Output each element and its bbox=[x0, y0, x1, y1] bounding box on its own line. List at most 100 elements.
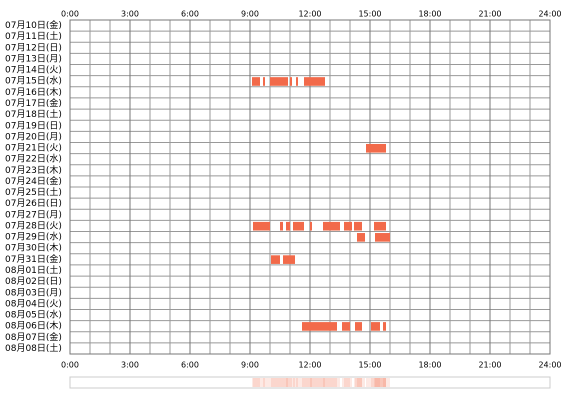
summary-block bbox=[323, 378, 340, 387]
summary-block bbox=[302, 378, 337, 387]
activity-block bbox=[355, 322, 362, 331]
x-tick-label: 15:00 bbox=[358, 10, 381, 19]
x-tick-label: 24:00 bbox=[538, 361, 561, 370]
x-tick-label: 24:00 bbox=[538, 10, 561, 19]
summary-block bbox=[366, 378, 386, 387]
row-label: 07月15日(水) bbox=[5, 75, 62, 87]
activity-block bbox=[383, 322, 386, 331]
summary-block bbox=[286, 378, 290, 387]
activity-block bbox=[296, 77, 298, 86]
row-label: 07月11日(土) bbox=[5, 30, 62, 42]
row-label: 08月06日(木) bbox=[5, 320, 62, 332]
x-tick-label: 18:00 bbox=[418, 361, 441, 370]
row-label: 07月13日(月) bbox=[5, 53, 62, 64]
activity-block bbox=[286, 221, 290, 231]
row-label: 07月12日(日) bbox=[5, 42, 62, 53]
row-label: 07月27日(月) bbox=[5, 209, 62, 220]
activity-block bbox=[310, 221, 312, 231]
summary-block bbox=[253, 378, 270, 387]
activity-block bbox=[283, 255, 295, 264]
summary-block bbox=[270, 378, 288, 387]
x-tick-label: 15:00 bbox=[358, 361, 381, 370]
activity-block bbox=[304, 77, 325, 86]
summary-block bbox=[357, 378, 365, 387]
plot-border bbox=[69, 19, 551, 355]
row-label: 07月18日(土) bbox=[5, 108, 62, 120]
summary-block bbox=[283, 378, 295, 387]
x-tick-label: 12:00 bbox=[298, 10, 321, 19]
activity-block bbox=[290, 77, 292, 86]
row-label: 08月05日(水) bbox=[5, 309, 62, 321]
summary-block bbox=[344, 378, 352, 387]
activity-block bbox=[280, 221, 283, 231]
row-label: 07月16日(木) bbox=[5, 86, 62, 98]
summary-block bbox=[304, 378, 325, 387]
row-label: 07月10日(金) bbox=[5, 19, 62, 31]
row-label: 08月07日(金) bbox=[5, 331, 62, 343]
summary-block bbox=[383, 378, 386, 387]
summary-block bbox=[355, 378, 362, 387]
activity-block bbox=[371, 322, 380, 331]
row-label: 07月30日(木) bbox=[5, 242, 62, 254]
summary-block bbox=[371, 378, 380, 387]
summary-block bbox=[280, 378, 283, 387]
row-label: 07月14日(火) bbox=[5, 65, 62, 76]
row-label: 08月03日(月) bbox=[5, 287, 62, 298]
activity-block bbox=[374, 221, 386, 231]
summary-strip bbox=[69, 376, 551, 389]
activity-block bbox=[293, 221, 304, 231]
x-tick-label: 9:00 bbox=[241, 361, 259, 370]
activity-block bbox=[357, 233, 365, 242]
x-tick-label: 0:00 bbox=[61, 361, 79, 370]
summary-block bbox=[310, 378, 312, 387]
row-label: 08月02日(日) bbox=[5, 276, 62, 287]
activity-block bbox=[323, 221, 340, 231]
row-label: 07月25日(土) bbox=[5, 186, 62, 198]
row-label: 07月31日(金) bbox=[5, 253, 62, 265]
x-tick-label: 18:00 bbox=[418, 10, 441, 19]
row-label: 07月22日(水) bbox=[5, 153, 62, 165]
x-tick-label: 9:00 bbox=[241, 10, 259, 19]
x-tick-label: 3:00 bbox=[121, 361, 139, 370]
summary-block bbox=[374, 378, 386, 387]
row-label: 08月08日(土) bbox=[5, 342, 62, 354]
summary-block bbox=[375, 378, 390, 387]
activity-block bbox=[252, 77, 260, 86]
activity-block bbox=[344, 221, 352, 231]
x-tick-label: 0:00 bbox=[61, 10, 79, 19]
summary-block bbox=[354, 378, 362, 387]
row-label: 08月01日(土) bbox=[5, 264, 62, 276]
row-label: 07月24日(金) bbox=[5, 175, 62, 187]
summary-block bbox=[252, 378, 260, 387]
row-label: 07月17日(金) bbox=[5, 97, 62, 109]
x-tick-label: 6:00 bbox=[181, 361, 199, 370]
activity-block bbox=[342, 322, 350, 331]
row-label: 07月28日(火) bbox=[5, 220, 62, 231]
activity-block bbox=[253, 221, 270, 231]
activity-block bbox=[263, 77, 265, 86]
activity-block bbox=[366, 143, 386, 153]
activity-block bbox=[271, 255, 280, 264]
activity-block bbox=[354, 221, 362, 231]
summary-block bbox=[271, 378, 280, 387]
summary-block bbox=[263, 378, 265, 387]
row-label: 07月23日(木) bbox=[5, 164, 62, 176]
row-label: 07月19日(日) bbox=[5, 120, 62, 131]
x-tick-label: 3:00 bbox=[121, 10, 139, 19]
activity-block bbox=[302, 322, 337, 331]
summary-block bbox=[293, 378, 304, 387]
row-label: 07月21日(火) bbox=[5, 143, 62, 154]
summary-block bbox=[296, 378, 298, 387]
summary-block bbox=[290, 378, 292, 387]
row-label: 07月20日(月) bbox=[5, 131, 62, 142]
activity-block bbox=[375, 233, 390, 242]
summary-block bbox=[342, 378, 350, 387]
x-tick-label: 12:00 bbox=[298, 361, 321, 370]
x-tick-label: 21:00 bbox=[478, 10, 501, 19]
x-tick-label: 6:00 bbox=[181, 10, 199, 19]
row-label: 07月26日(日) bbox=[5, 198, 62, 209]
row-label: 07月29日(水) bbox=[5, 231, 62, 243]
activity-block bbox=[270, 77, 288, 86]
row-label: 08月04日(火) bbox=[5, 298, 62, 309]
